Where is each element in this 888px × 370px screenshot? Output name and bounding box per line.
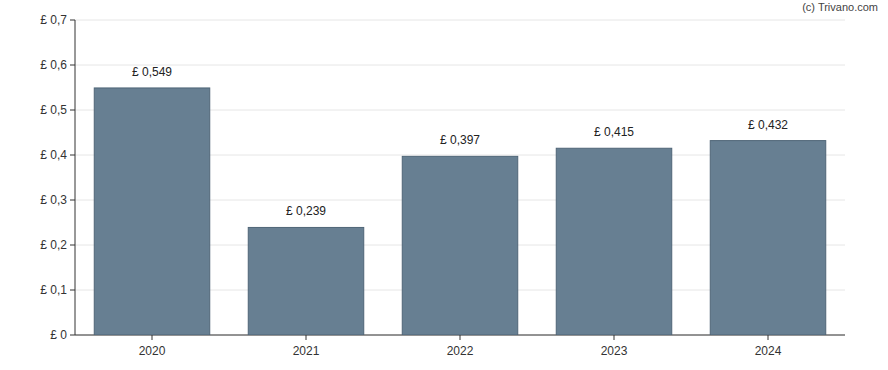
y-tick-label: £ 0,5	[40, 103, 67, 117]
bar	[556, 148, 672, 335]
data-label: £ 0,432	[748, 118, 788, 132]
grid-line	[75, 20, 845, 21]
y-tick	[70, 20, 75, 21]
x-tick-label: 2021	[293, 344, 320, 358]
y-tick	[70, 110, 75, 111]
bar	[248, 227, 364, 335]
grid-line	[75, 65, 845, 66]
chart-svg: £ 0 £ 0,1 £ 0,2 £ 0,3 £ 0,4 £ 0,5 £ 0,6 £ 0,7 £ …	[0, 0, 888, 370]
y-tick-label: £ 0,2	[40, 238, 67, 252]
data-label: £ 0,397	[440, 133, 480, 147]
y-tick	[70, 335, 75, 336]
x-tick	[460, 335, 461, 340]
bar	[710, 141, 826, 335]
y-tick-label: £ 0,6	[40, 58, 67, 72]
x-tick-label: 2024	[755, 344, 782, 358]
x-tick-label: 2022	[447, 344, 474, 358]
x-tick	[152, 335, 153, 340]
x-tick	[768, 335, 769, 340]
x-tick-label: 2020	[139, 344, 166, 358]
bar	[402, 156, 518, 335]
y-tick	[70, 200, 75, 201]
y-tick-label: £ 0	[50, 328, 67, 342]
x-tick	[614, 335, 615, 340]
y-tick	[70, 155, 75, 156]
data-label: £ 0,415	[594, 125, 634, 139]
bars	[94, 88, 826, 335]
y-tick	[70, 65, 75, 66]
y-tick	[70, 290, 75, 291]
y-axis	[75, 20, 76, 335]
data-label: £ 0,549	[132, 65, 172, 79]
annotation: (c) Trivano.com	[802, 1, 878, 13]
x-tick-label: 2023	[601, 344, 628, 358]
data-label: £ 0,239	[286, 204, 326, 218]
chart-container: £ 0 £ 0,1 £ 0,2 £ 0,3 £ 0,4 £ 0,5 £ 0,6 £ 0,7 £ …	[0, 0, 888, 370]
x-tick	[306, 335, 307, 340]
y-tick-label: £ 0,4	[40, 148, 67, 162]
y-tick-label: £ 0,1	[40, 283, 67, 297]
bar	[94, 88, 210, 335]
y-tick	[70, 245, 75, 246]
y-tick-label: £ 0,3	[40, 193, 67, 207]
y-tick-label: £ 0,7	[40, 13, 67, 27]
